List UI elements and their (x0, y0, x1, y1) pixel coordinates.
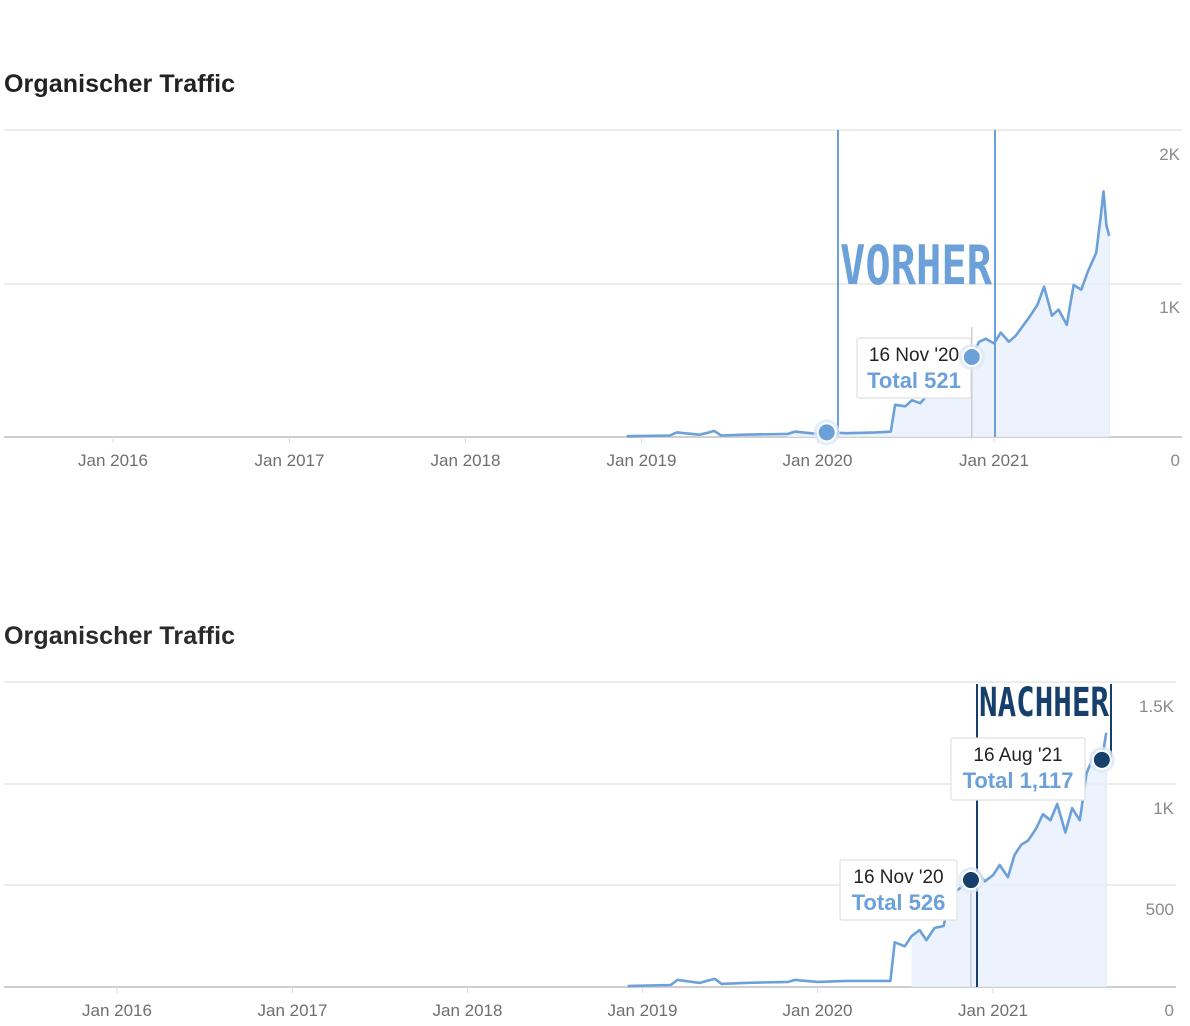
series-area (788, 191, 1110, 437)
x-tick-label: Jan 2019 (608, 1001, 678, 1020)
chart-panel-vorher: Organischer Traffic Jan 2016 Jan 2017 Jan … (0, 0, 1190, 500)
x-tick-label: Jan 2017 (258, 1001, 328, 1020)
chart-title: Organischer Traffic (4, 622, 236, 650)
data-point-marker (816, 422, 837, 443)
x-tick-label: Jan 2019 (607, 451, 677, 470)
annotation-label: VORHER (840, 234, 992, 297)
y-tick-label: 1.5K (1139, 697, 1175, 716)
tooltip-date: 16 Nov '20 (853, 867, 943, 888)
x-tick-label: Jan 2020 (783, 451, 853, 470)
x-tick-label: Jan 2018 (431, 451, 501, 470)
tooltip-box (950, 737, 1086, 801)
y-tick-label: 1K (1159, 298, 1180, 317)
x-tick-label: Jan 2017 (255, 451, 325, 470)
tooltip-total: Total 526 (852, 890, 946, 915)
tooltip-total: Total 1,117 (963, 768, 1074, 793)
tooltip-date: 16 Nov '20 (869, 345, 959, 366)
data-point-marker (961, 347, 982, 368)
tooltip-box (839, 859, 958, 921)
y-tick-label: 0 (1165, 1001, 1174, 1020)
tooltip-date: 16 Aug '21 (973, 745, 1062, 766)
data-point-marker (1091, 749, 1112, 770)
x-tick-label: Jan 2018 (433, 1001, 503, 1020)
tooltip-total: Total 521 (867, 368, 961, 393)
series-area (911, 732, 1107, 987)
x-tick-label: Jan 2016 (82, 1001, 152, 1020)
x-tick-label: Jan 2021 (958, 1001, 1028, 1020)
chart-panel-nachher: Organischer Traffic Jan 2016 Jan 2017 Jan … (0, 550, 1190, 1026)
y-tick-label: 0 (1171, 451, 1180, 470)
x-tick-label: Jan 2020 (783, 1001, 853, 1020)
traffic-chart-vorher: Jan 2016 Jan 2017 Jan 2018 Jan 2019 Jan 2020… (4, 129, 1182, 470)
x-tick-label: Jan 2016 (78, 451, 148, 470)
data-point-marker (960, 870, 981, 891)
traffic-chart-nachher: Jan 2016 Jan 2017 Jan 2018 Jan 2019 Jan 2020… (4, 680, 1176, 1020)
annotation-label: NACHHER (979, 680, 1110, 726)
chart-title: Organischer Traffic (4, 70, 236, 98)
y-tick-label: 2K (1159, 145, 1180, 164)
y-tick-label: 500 (1146, 900, 1174, 919)
x-tick-label: Jan 2021 (959, 451, 1029, 470)
y-tick-label: 1K (1153, 799, 1174, 818)
